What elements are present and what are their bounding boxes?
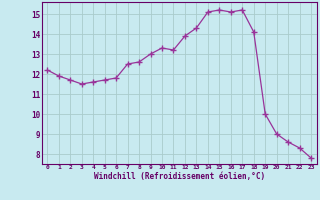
X-axis label: Windchill (Refroidissement éolien,°C): Windchill (Refroidissement éolien,°C) (94, 172, 265, 181)
